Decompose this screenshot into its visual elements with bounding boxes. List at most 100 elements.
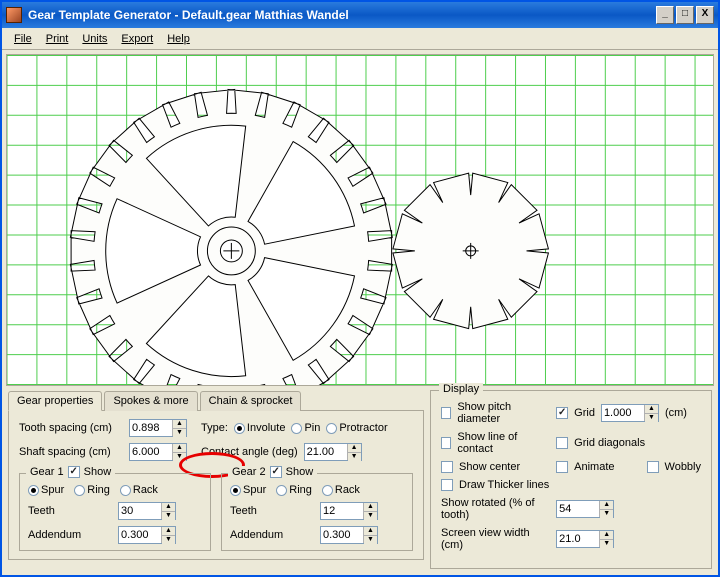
gear2-teeth-input[interactable] xyxy=(321,503,363,519)
radio-icon xyxy=(234,423,245,434)
type-involute-radio[interactable]: Involute xyxy=(234,422,286,434)
gear2-addendum-spinner[interactable]: ▲▼ xyxy=(320,526,378,544)
type-pin-radio[interactable]: Pin xyxy=(291,422,320,434)
shaft-spacing-label: Shaft spacing (cm) xyxy=(19,446,129,458)
show-pitch-checkbox[interactable] xyxy=(441,407,451,419)
gear2-show-checkbox[interactable] xyxy=(270,466,282,478)
gear1-teeth-input[interactable] xyxy=(119,503,161,519)
grid-label: Grid xyxy=(574,407,595,419)
wobbly-checkbox[interactable] xyxy=(647,461,659,473)
gear1-addendum-spinner[interactable]: ▲▼ xyxy=(118,526,176,544)
rotated-spinner[interactable]: ▲▼ xyxy=(556,500,614,518)
tooth-spacing-label: Tooth spacing (cm) xyxy=(19,422,129,434)
radio-icon xyxy=(322,485,333,496)
spinner-up-icon[interactable]: ▲ xyxy=(173,420,186,429)
menu-bar: File Print Units Export Help xyxy=(2,28,718,50)
thicker-checkbox[interactable] xyxy=(441,479,453,491)
tab-strip: Gear properties Spokes & more Chain & sp… xyxy=(8,391,424,411)
maximize-button[interactable]: □ xyxy=(676,6,694,24)
spinner-down-icon[interactable]: ▼ xyxy=(348,453,361,461)
gear2-ring-radio[interactable]: Ring xyxy=(276,484,312,496)
spinner-up-icon[interactable]: ▲ xyxy=(364,503,377,512)
type-label: Type: xyxy=(201,422,228,434)
show-center-checkbox[interactable] xyxy=(441,461,453,473)
radio-icon xyxy=(28,485,39,496)
spinner-up-icon[interactable]: ▲ xyxy=(600,531,613,540)
spinner-down-icon[interactable]: ▼ xyxy=(173,429,186,437)
viewwidth-input[interactable] xyxy=(557,531,599,547)
titlebar[interactable]: Gear Template Generator - Default.gear M… xyxy=(2,2,718,28)
grid-spinner[interactable]: ▲▼ xyxy=(601,404,659,422)
grid-input[interactable] xyxy=(602,405,644,421)
minimize-button[interactable]: _ xyxy=(656,6,674,24)
display-group: Display Show pitch diameter Grid ▲▼ (cm)… xyxy=(430,390,712,569)
grid-diag-checkbox[interactable] xyxy=(556,437,568,449)
spinner-up-icon[interactable]: ▲ xyxy=(600,501,613,510)
spinner-up-icon[interactable]: ▲ xyxy=(364,527,377,536)
spinner-down-icon[interactable]: ▼ xyxy=(364,536,377,544)
type-protractor-radio[interactable]: Protractor xyxy=(326,422,387,434)
grid-unit-label: (cm) xyxy=(665,407,687,419)
app-window: Gear Template Generator - Default.gear M… xyxy=(0,0,720,577)
gear1-ring-radio[interactable]: Ring xyxy=(74,484,110,496)
viewwidth-label: Screen view width (cm) xyxy=(441,527,540,551)
radio-icon xyxy=(326,423,337,434)
gear2-spur-radio[interactable]: Spur xyxy=(230,484,266,496)
spinner-up-icon[interactable]: ▲ xyxy=(162,503,175,512)
spinner-down-icon[interactable]: ▼ xyxy=(600,540,613,548)
gear1-show-checkbox[interactable] xyxy=(68,466,80,478)
menu-print[interactable]: Print xyxy=(46,33,69,45)
spinner-down-icon[interactable]: ▼ xyxy=(162,512,175,520)
gear1-addendum-input[interactable] xyxy=(119,527,161,543)
gear2-teeth-spinner[interactable]: ▲▼ xyxy=(320,502,378,520)
contact-angle-label: Contact angle (deg) xyxy=(201,446,298,458)
spinner-down-icon[interactable]: ▼ xyxy=(600,510,613,518)
gear2-addendum-input[interactable] xyxy=(321,527,363,543)
menu-file[interactable]: File xyxy=(14,33,32,45)
shaft-spacing-input[interactable] xyxy=(130,444,172,460)
gear2-teeth-label: Teeth xyxy=(230,505,320,517)
gear1-addendum-label: Addendum xyxy=(28,529,118,541)
spinner-down-icon[interactable]: ▼ xyxy=(173,453,186,461)
gear-canvas[interactable] xyxy=(6,54,714,386)
menu-units[interactable]: Units xyxy=(82,33,107,45)
tab-chain-sprocket[interactable]: Chain & sprocket xyxy=(200,391,302,411)
window-title: Gear Template Generator - Default.gear M… xyxy=(28,8,656,22)
tooth-spacing-spinner[interactable]: ▲▼ xyxy=(129,419,187,437)
spinner-up-icon[interactable]: ▲ xyxy=(162,527,175,536)
spinner-up-icon[interactable]: ▲ xyxy=(645,405,658,414)
radio-icon xyxy=(74,485,85,496)
gear1-spur-radio[interactable]: Spur xyxy=(28,484,64,496)
close-button[interactable]: X xyxy=(696,6,714,24)
gear1-teeth-spinner[interactable]: ▲▼ xyxy=(118,502,176,520)
rotated-label: Show rotated (% of tooth) xyxy=(441,497,540,521)
rotated-input[interactable] xyxy=(557,501,599,517)
tab-gear-properties[interactable]: Gear properties xyxy=(8,391,102,411)
menu-export[interactable]: Export xyxy=(121,33,153,45)
show-pitch-label: Show pitch diameter xyxy=(457,401,540,425)
viewwidth-spinner[interactable]: ▲▼ xyxy=(556,530,614,548)
gear1-group: Gear 1 Show Spur Ring Rack Teeth xyxy=(19,473,211,551)
gear1-legend: Gear 1 xyxy=(30,466,64,478)
menu-help[interactable]: Help xyxy=(167,33,190,45)
grid-diag-label: Grid diagonals xyxy=(574,437,645,449)
animate-checkbox[interactable] xyxy=(556,461,568,473)
contact-angle-spinner[interactable]: ▲▼ xyxy=(304,443,362,461)
spinner-down-icon[interactable]: ▼ xyxy=(645,414,658,422)
gear2-group: Gear 2 Show Spur Ring Rack Teeth xyxy=(221,473,413,551)
tooth-spacing-input[interactable] xyxy=(130,420,172,436)
radio-icon xyxy=(276,485,287,496)
spinner-down-icon[interactable]: ▼ xyxy=(162,536,175,544)
gear1-teeth-label: Teeth xyxy=(28,505,118,517)
spinner-down-icon[interactable]: ▼ xyxy=(364,512,377,520)
contact-angle-input[interactable] xyxy=(305,444,347,460)
gear1-rack-radio[interactable]: Rack xyxy=(120,484,158,496)
spinner-up-icon[interactable]: ▲ xyxy=(173,444,186,453)
show-line-checkbox[interactable] xyxy=(441,437,451,449)
tab-spokes-more[interactable]: Spokes & more xyxy=(104,391,197,411)
shaft-spacing-spinner[interactable]: ▲▼ xyxy=(129,443,187,461)
app-icon xyxy=(6,7,22,23)
grid-checkbox[interactable] xyxy=(556,407,568,419)
gear2-rack-radio[interactable]: Rack xyxy=(322,484,360,496)
spinner-up-icon[interactable]: ▲ xyxy=(348,444,361,453)
